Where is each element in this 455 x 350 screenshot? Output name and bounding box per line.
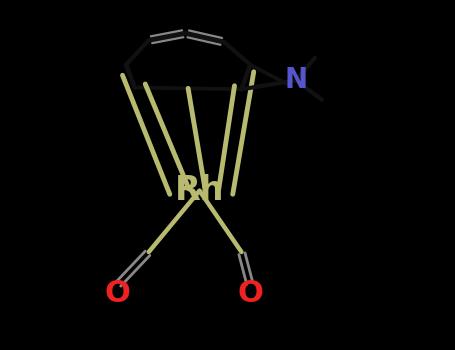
- Text: Rh: Rh: [175, 174, 224, 207]
- Text: O: O: [238, 280, 263, 308]
- Text: N: N: [284, 66, 307, 94]
- Text: O: O: [104, 280, 130, 308]
